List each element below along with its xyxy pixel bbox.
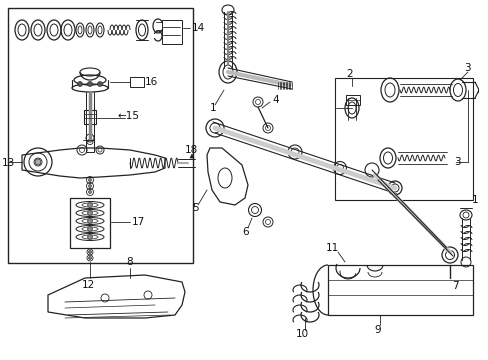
Circle shape [88, 256, 91, 260]
Circle shape [87, 211, 92, 216]
Bar [162, 20, 182, 44]
Circle shape [87, 234, 92, 239]
Bar [327, 265, 472, 315]
Circle shape [87, 219, 92, 224]
Bar [334, 78, 472, 200]
Circle shape [97, 81, 102, 86]
Text: 14: 14 [192, 23, 205, 33]
Text: 1: 1 [209, 103, 216, 113]
Circle shape [35, 159, 41, 165]
Circle shape [88, 190, 91, 194]
Text: 13: 13 [2, 158, 15, 168]
Polygon shape [190, 154, 194, 158]
Circle shape [87, 226, 92, 231]
Bar [130, 77, 143, 87]
Bar [346, 95, 359, 105]
Circle shape [87, 81, 92, 86]
Text: 2: 2 [346, 69, 352, 79]
Bar [8, 8, 193, 263]
Text: 3: 3 [453, 157, 460, 167]
Circle shape [87, 202, 92, 207]
Text: 6: 6 [242, 227, 248, 237]
Circle shape [88, 251, 91, 253]
Text: ←15: ←15 [118, 111, 140, 121]
Text: 1: 1 [471, 195, 478, 205]
Text: 10: 10 [295, 329, 308, 339]
Text: 8: 8 [126, 257, 132, 267]
Text: 16: 16 [145, 77, 158, 87]
Text: 9: 9 [373, 325, 380, 335]
Text: 7: 7 [451, 281, 458, 291]
Text: 3: 3 [463, 63, 469, 73]
Text: 18: 18 [184, 145, 198, 155]
Bar [70, 198, 110, 248]
Text: 12: 12 [82, 280, 95, 290]
Text: 4: 4 [271, 95, 278, 105]
Circle shape [77, 81, 82, 86]
Text: 17: 17 [132, 217, 145, 227]
Bar [86, 140, 94, 152]
Circle shape [88, 179, 91, 181]
Bar [84, 110, 96, 124]
Circle shape [88, 185, 91, 188]
Text: 11: 11 [325, 243, 339, 253]
Text: 5: 5 [192, 203, 198, 213]
